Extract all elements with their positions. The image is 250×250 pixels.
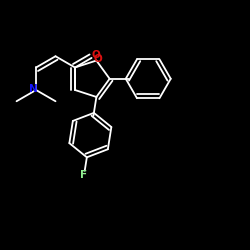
Text: O: O xyxy=(93,54,102,64)
Text: F: F xyxy=(80,170,87,180)
Text: N: N xyxy=(29,84,38,94)
Text: O: O xyxy=(92,50,101,60)
